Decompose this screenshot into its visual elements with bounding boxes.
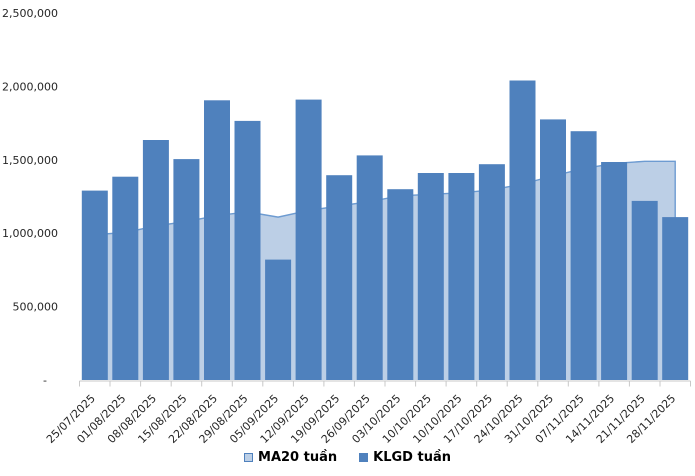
ma20-swatch-icon	[244, 453, 254, 462]
klgd-swatch-icon	[359, 453, 369, 462]
klgd-bar	[81, 190, 108, 380]
klgd-bar	[234, 120, 261, 381]
y-tick-label: 2,500,000	[2, 7, 58, 20]
legend-item-klgd: KLGD tuần	[359, 451, 451, 464]
y-tick-label: -	[43, 374, 47, 387]
klgd-bar	[295, 99, 322, 380]
klgd-bar	[326, 175, 353, 380]
klgd-bar	[478, 164, 505, 380]
chart-legend: MA20 tuần KLGD tuần	[0, 451, 695, 464]
legend-label-ma20: MA20 tuần	[258, 450, 338, 465]
klgd-bar	[417, 173, 444, 380]
klgd-bar	[204, 100, 230, 381]
klgd-bar	[448, 173, 475, 380]
klgd-bar	[356, 155, 383, 380]
klgd-bar	[631, 200, 658, 380]
y-tick-label: 2,000,000	[2, 80, 58, 93]
klgd-bar	[265, 259, 292, 380]
klgd-bar	[601, 162, 628, 380]
legend-item-ma20: MA20 tuần	[244, 451, 337, 464]
klgd-bar	[570, 131, 597, 380]
klgd-bar	[662, 217, 689, 380]
ma20-area-border	[94, 160, 676, 380]
klgd-bar	[112, 176, 139, 380]
klgd-bar	[509, 80, 536, 380]
klgd-bar	[173, 159, 200, 380]
klgd-bar	[142, 140, 169, 380]
y-tick-label: 1,000,000	[2, 227, 58, 240]
klgd-bar	[540, 119, 566, 381]
klgd-bar	[387, 189, 414, 380]
y-tick-label: 1,500,000	[2, 154, 58, 167]
y-tick-label: 500,000	[13, 301, 59, 314]
legend-label-klgd: KLGD tuần	[373, 450, 451, 465]
